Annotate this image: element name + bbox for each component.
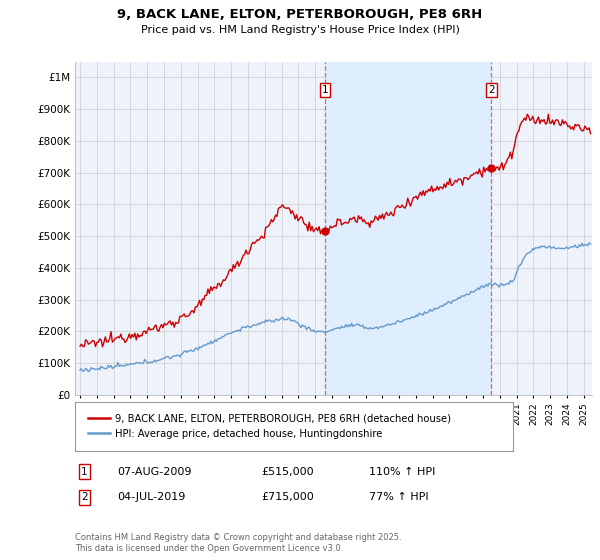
Text: 77% ↑ HPI: 77% ↑ HPI: [369, 492, 428, 502]
Text: £715,000: £715,000: [261, 492, 314, 502]
Text: £515,000: £515,000: [261, 466, 314, 477]
Text: 110% ↑ HPI: 110% ↑ HPI: [369, 466, 436, 477]
Text: 2: 2: [488, 86, 495, 95]
Text: Contains HM Land Registry data © Crown copyright and database right 2025.
This d: Contains HM Land Registry data © Crown c…: [75, 533, 401, 553]
Text: Price paid vs. HM Land Registry's House Price Index (HPI): Price paid vs. HM Land Registry's House …: [140, 25, 460, 35]
Text: 1: 1: [322, 86, 328, 95]
Text: 04-JUL-2019: 04-JUL-2019: [117, 492, 185, 502]
Bar: [325, 62, 491, 395]
Legend: 9, BACK LANE, ELTON, PETERBOROUGH, PE8 6RH (detached house), HPI: Average price,: 9, BACK LANE, ELTON, PETERBOROUGH, PE8 6…: [85, 410, 455, 442]
Text: 2: 2: [81, 492, 88, 502]
Text: 1: 1: [81, 466, 88, 477]
Text: 9, BACK LANE, ELTON, PETERBOROUGH, PE8 6RH: 9, BACK LANE, ELTON, PETERBOROUGH, PE8 6…: [118, 8, 482, 21]
Text: 07-AUG-2009: 07-AUG-2009: [117, 466, 191, 477]
